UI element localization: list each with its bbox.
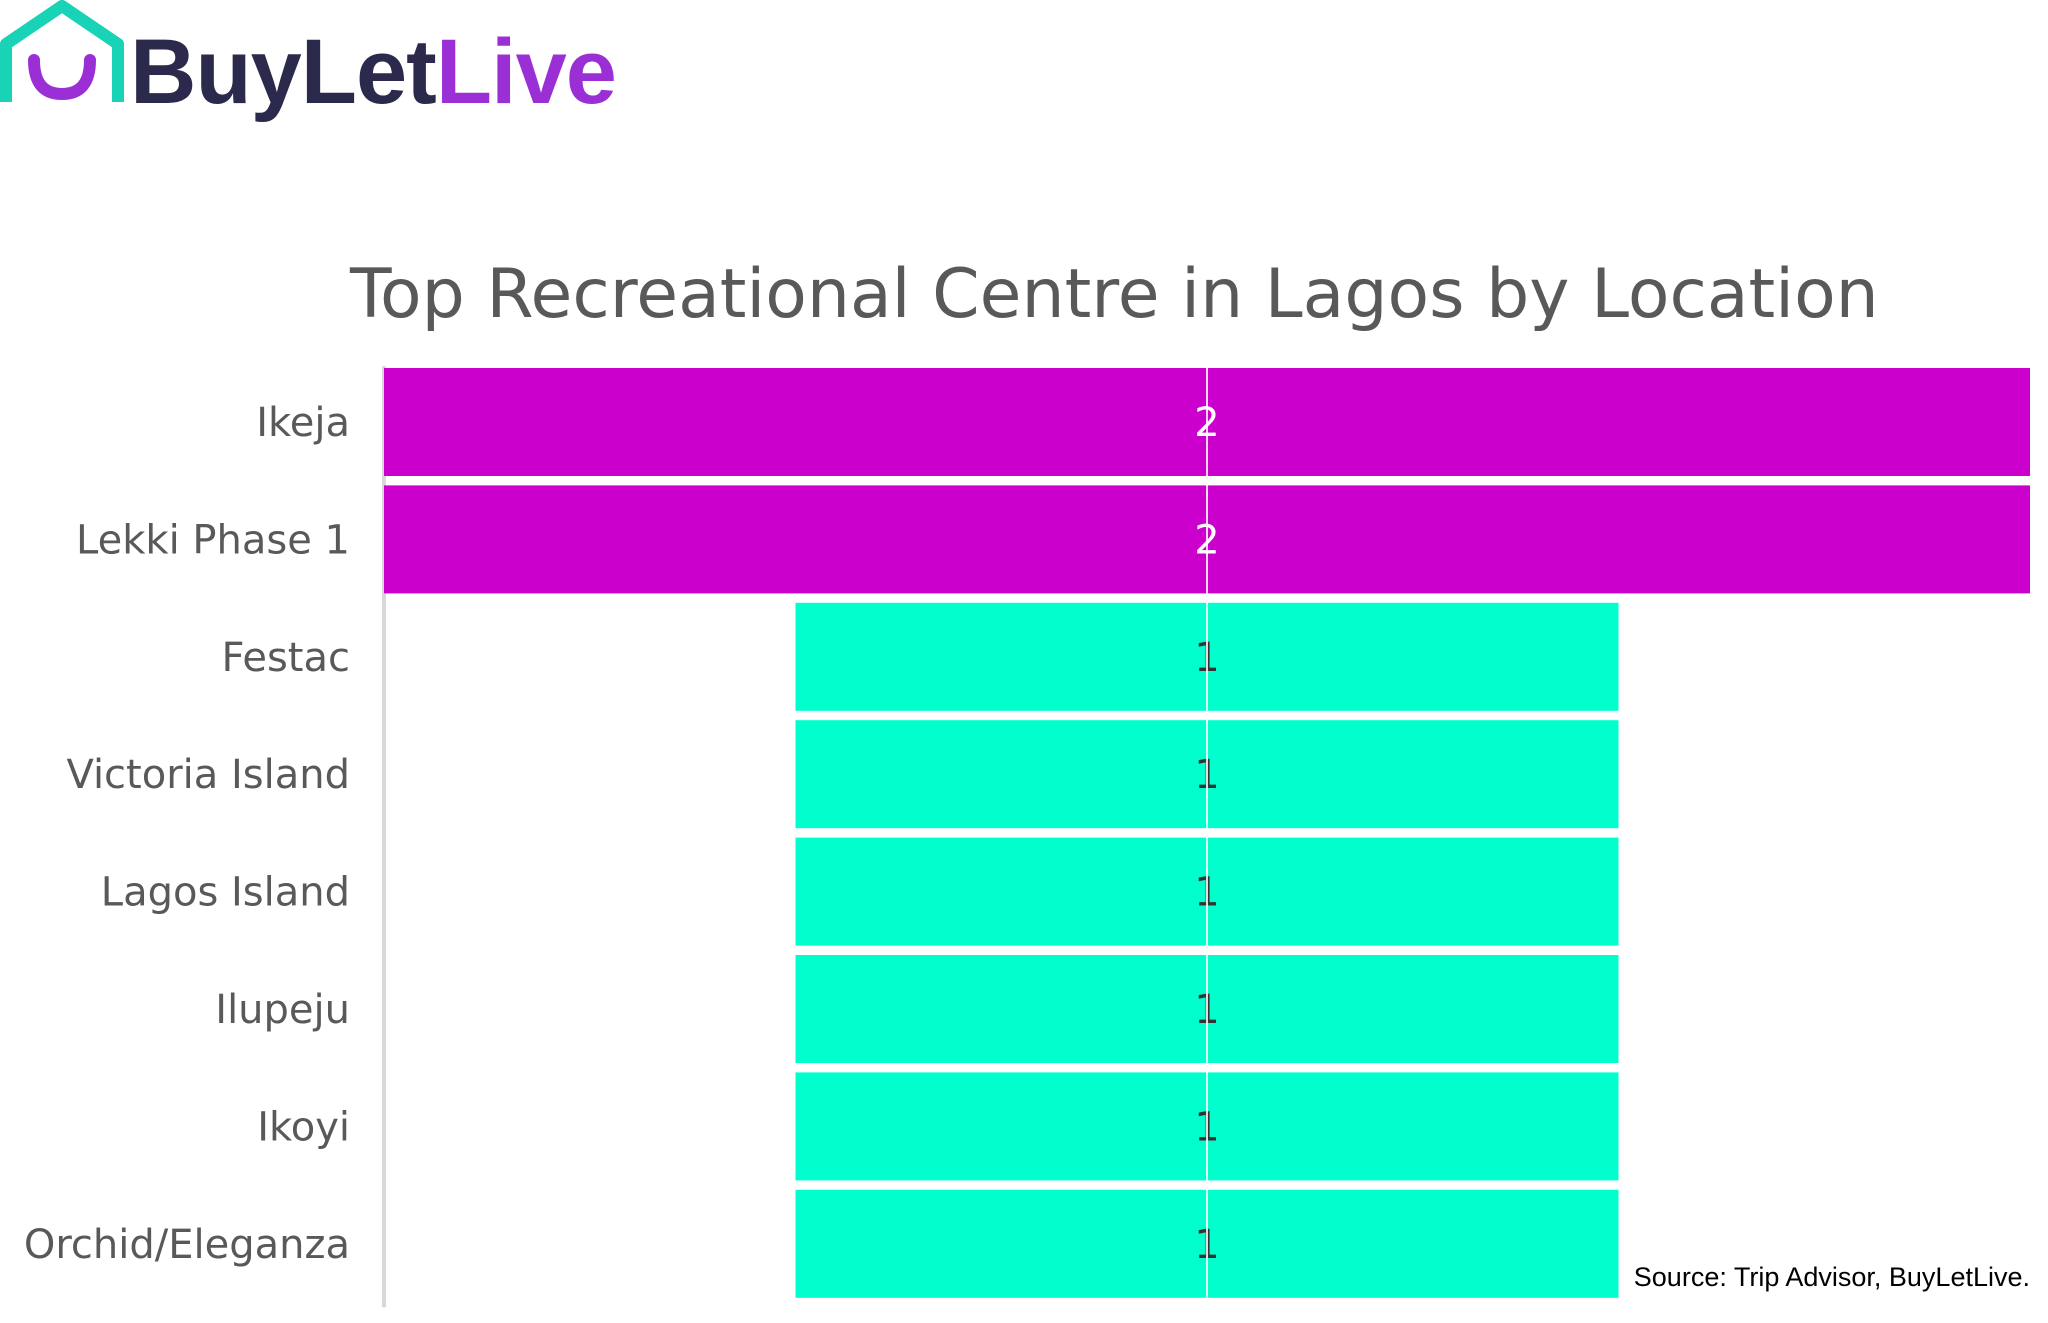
brand-name-part2: Live [435, 21, 617, 123]
category-label: Ikoyi [257, 1104, 350, 1150]
category-label: Victoria Island [66, 752, 350, 798]
brand-name-part1: BuyLet [130, 21, 437, 123]
brand-wordmark: BuyLetLive [130, 21, 617, 123]
category-label: Lekki Phase 1 [76, 517, 350, 563]
chart-title: Top Recreational Centre in Lagos by Loca… [350, 255, 1879, 334]
category-label: Ilupeju [215, 987, 350, 1033]
category-label: Lagos Island [101, 870, 350, 916]
brand-logo: BuyLetLive [0, 0, 617, 130]
source-note: Source: Trip Advisor, BuyLetLive. [1633, 1262, 2030, 1292]
category-label: Orchid/Eleganza [24, 1222, 350, 1268]
house-icon [0, 0, 124, 102]
category-label: Festac [222, 635, 350, 681]
category-label: Ikeja [256, 400, 350, 446]
